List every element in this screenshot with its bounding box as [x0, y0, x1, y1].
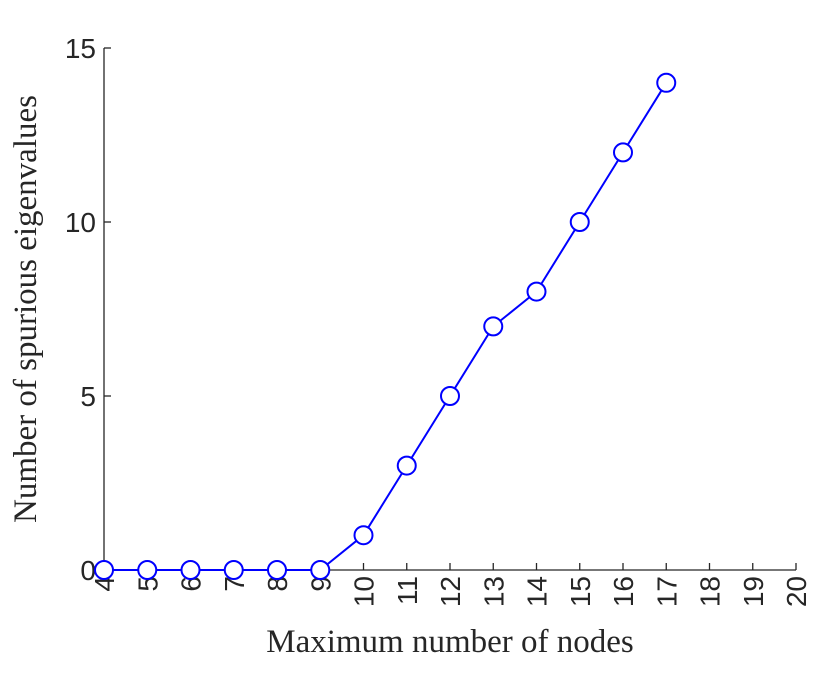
data-point	[267, 560, 287, 580]
data-point	[137, 560, 158, 580]
data-point	[396, 455, 417, 476]
data-point	[180, 560, 201, 580]
data-line	[104, 82, 668, 571]
x-tick-label: 13	[478, 576, 509, 607]
x-tick-label: 4	[89, 576, 120, 592]
x-tick-label: 7	[219, 576, 250, 592]
data-point	[223, 560, 244, 580]
x-tick-label: 5	[132, 576, 163, 592]
y-tick-label: 15	[65, 33, 96, 64]
y-tick-label: 10	[65, 207, 96, 238]
data-point	[353, 525, 374, 546]
data-point	[613, 142, 633, 163]
x-tick-label: 6	[176, 576, 207, 592]
data-point	[483, 316, 504, 337]
series-line	[94, 72, 677, 580]
y-axis-label: Number of spurious eigenvalues	[8, 95, 44, 523]
data-point	[310, 560, 331, 580]
data-point	[94, 560, 114, 580]
x-tick-label: 8	[262, 576, 293, 592]
x-tick-label: 18	[695, 576, 726, 607]
data-point	[569, 212, 590, 232]
x-tick-label: 16	[608, 576, 639, 607]
x-axis-label: Maximum number of nodes	[266, 624, 634, 660]
x-tick-label: 19	[738, 576, 769, 607]
data-point	[526, 281, 547, 302]
x-tick-label: 17	[651, 576, 682, 607]
x-tick-label: 10	[349, 576, 380, 607]
y-tick-label: 5	[80, 381, 96, 412]
x-tick-label: 9	[305, 576, 336, 592]
y-tick-label: 0	[80, 555, 96, 586]
x-tick-label: 12	[435, 576, 466, 607]
x-tick-label: 14	[522, 576, 553, 607]
x-tick-label: 20	[781, 576, 812, 607]
x-tick-label: 15	[565, 576, 596, 607]
data-point	[440, 386, 460, 406]
data-point	[656, 72, 677, 93]
x-tick-label: 11	[392, 576, 423, 605]
